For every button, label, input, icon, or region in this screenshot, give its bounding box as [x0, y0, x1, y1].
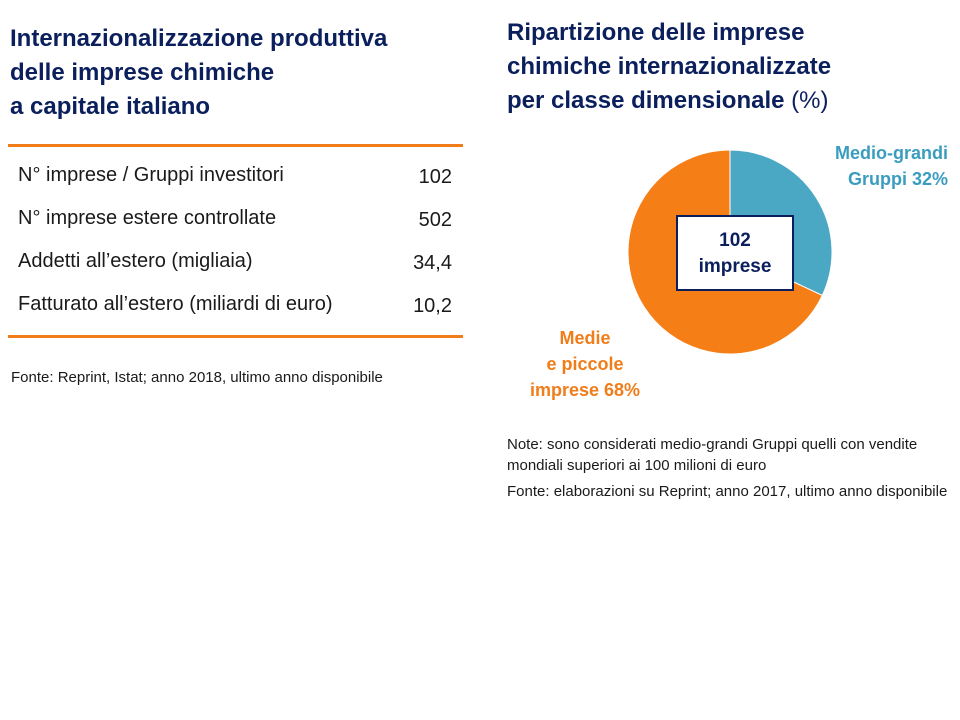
- stat-value: 102: [418, 166, 452, 188]
- left-source-note: Fonte: Reprint, Istat; anno 2018, ultimo…: [11, 369, 383, 386]
- stat-label: Fatturato all’estero (miliardi di euro): [18, 293, 333, 315]
- stat-label: Addetti all’estero (migliaia): [18, 250, 253, 272]
- right-title: Ripartizione delle imprese chimiche inte…: [507, 16, 947, 118]
- center-count: 102: [719, 230, 751, 251]
- stat-row-investors: N° imprese / Gruppi investitori 102: [18, 160, 458, 203]
- top-orange-divider: [8, 144, 463, 147]
- stat-row-foreign-companies: N° imprese estere controllate 502: [18, 203, 458, 246]
- right-title-line-3-text: per classe dimensionale: [507, 87, 785, 114]
- right-title-unit: (%): [791, 87, 829, 114]
- right-notes: Note: sono considerati medio-grandi Grup…: [507, 434, 952, 507]
- center-unit: imprese: [698, 256, 772, 277]
- left-title-line-1: Internazionalizzazione produttiva: [10, 25, 388, 52]
- left-title: Internazionalizzazione produttiva delle …: [10, 22, 480, 124]
- right-title-line-3: per classe dimensionale (%): [507, 84, 947, 118]
- slice-label-medio-grandi: Medio-grandi Gruppi 32%: [835, 140, 948, 192]
- stats-table: N° imprese / Gruppi investitori 102 N° i…: [18, 160, 458, 332]
- pie-center-label: 102 imprese: [676, 215, 794, 291]
- stat-value: 502: [418, 209, 452, 231]
- stat-row-turnover: Fatturato all’estero (miliardi di euro) …: [18, 289, 458, 332]
- right-source-note: Fonte: elaborazioni su Reprint; anno 201…: [507, 483, 948, 500]
- stat-value: 10,2: [413, 295, 452, 317]
- stat-label: N° imprese estere controllate: [18, 207, 277, 229]
- slice-label-line: e piccole: [546, 354, 624, 374]
- stat-row-employees: Addetti all’estero (migliaia) 34,4: [18, 246, 458, 289]
- slice-label-line: Medio-grandi: [835, 143, 948, 163]
- stat-value: 34,4: [413, 252, 452, 274]
- slice-label-line: Medie: [559, 328, 611, 348]
- slice-label-line: Gruppi 32%: [847, 169, 948, 189]
- right-title-line-2: chimiche internazionalizzate: [507, 53, 832, 80]
- slice-label-medie-piccole: Medie e piccole imprese 68%: [500, 325, 670, 403]
- bottom-orange-divider: [8, 335, 463, 338]
- left-title-line-2: delle imprese chimiche: [10, 59, 275, 86]
- left-title-line-3: a capitale italiano: [10, 93, 211, 120]
- right-title-line-1: Ripartizione delle imprese: [507, 19, 805, 46]
- slice-label-line: imprese 68%: [529, 380, 641, 400]
- definition-note: Note: sono considerati medio-grandi Grup…: [507, 436, 918, 474]
- stat-label: N° imprese / Gruppi investitori: [18, 164, 284, 186]
